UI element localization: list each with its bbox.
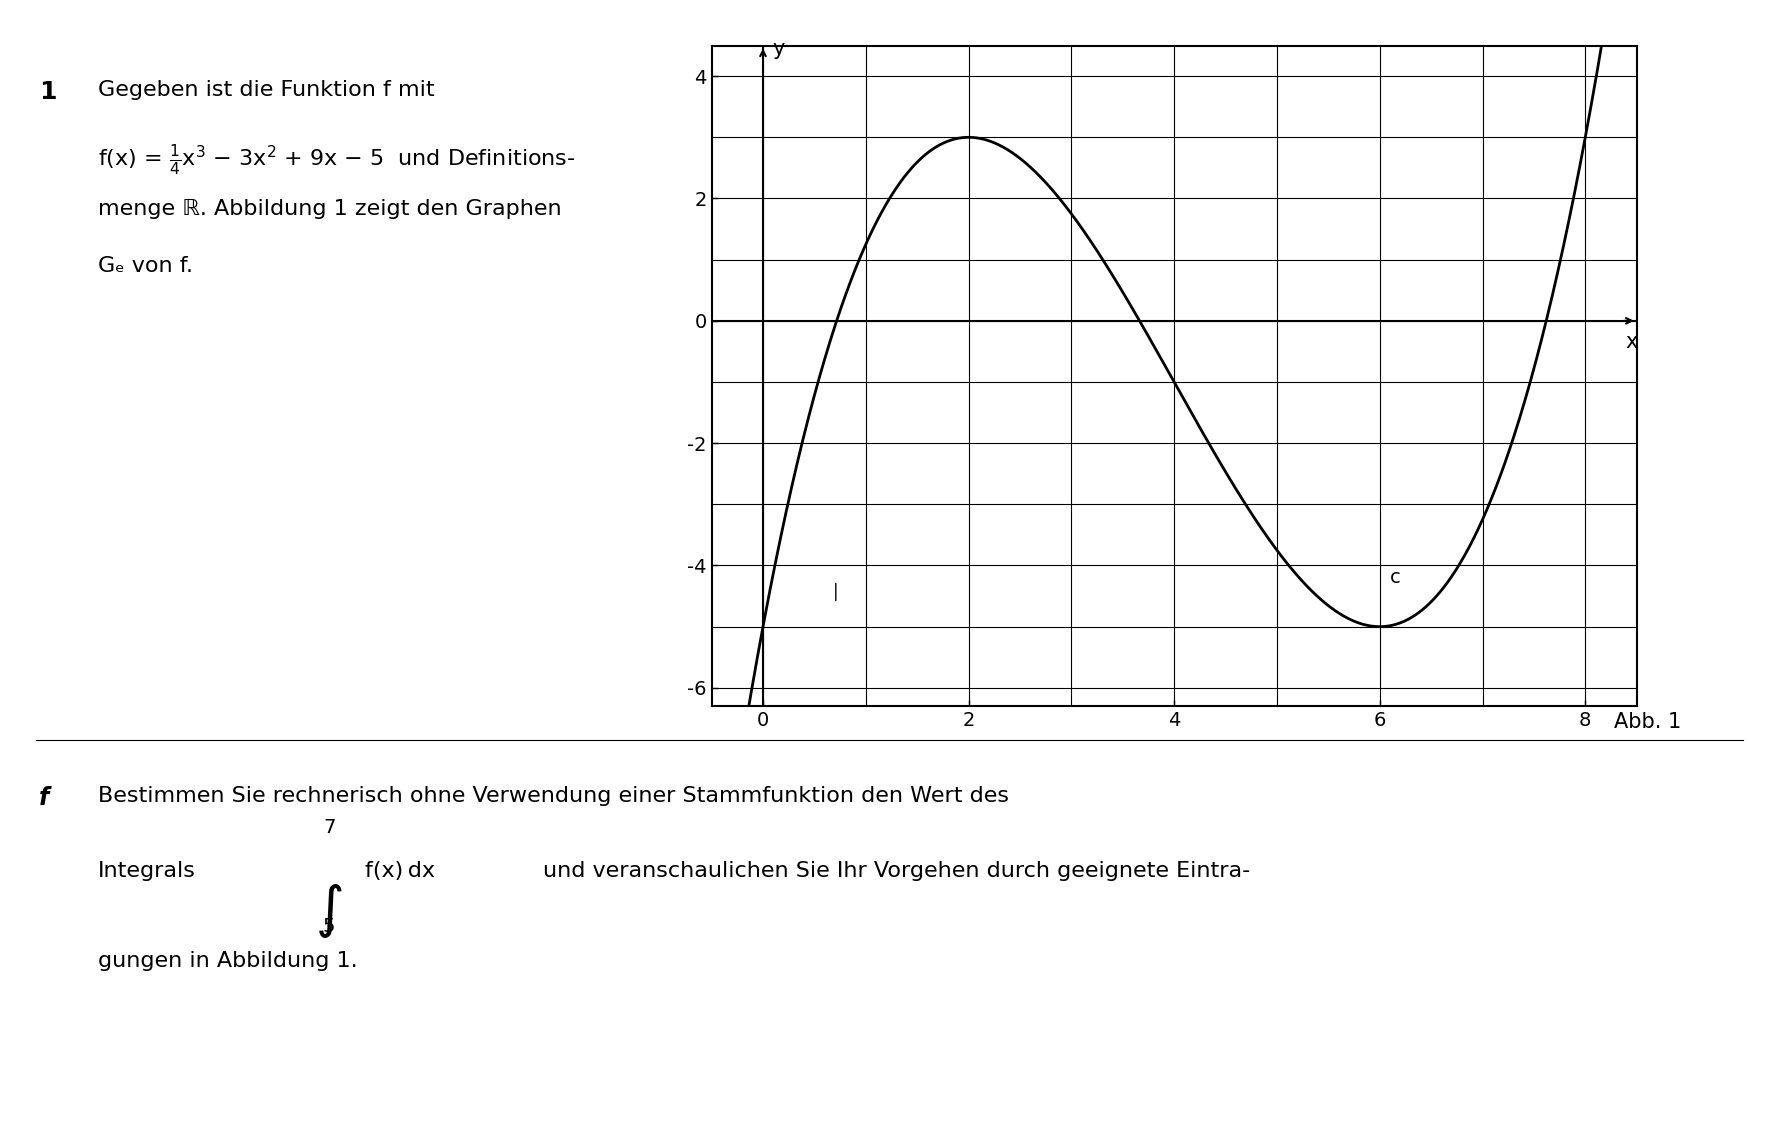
Text: 5: 5 bbox=[322, 917, 336, 936]
Text: 1: 1 bbox=[39, 80, 57, 104]
Text: und veranschaulichen Sie Ihr Vorgehen durch geeignete Eintra-: und veranschaulichen Sie Ihr Vorgehen du… bbox=[543, 861, 1251, 882]
Text: y: y bbox=[772, 39, 785, 58]
Text: c: c bbox=[1389, 568, 1400, 588]
Text: menge ℝ. Abbildung 1 zeigt den Graphen: menge ℝ. Abbildung 1 zeigt den Graphen bbox=[98, 199, 562, 220]
Text: Bestimmen Sie rechnerisch ohne Verwendung einer Stammfunktion den Wert des: Bestimmen Sie rechnerisch ohne Verwendun… bbox=[98, 786, 1009, 806]
Text: f: f bbox=[39, 786, 50, 810]
Text: gungen in Abbildung 1.: gungen in Abbildung 1. bbox=[98, 951, 358, 972]
Text: Gegeben ist die Funktion f mit: Gegeben ist die Funktion f mit bbox=[98, 80, 434, 100]
Text: f(x) = $\frac{1}{4}$x$^3$ $-$ 3x$^2$ + 9x $-$ 5  und Definitions-: f(x) = $\frac{1}{4}$x$^3$ $-$ 3x$^2$ + 9… bbox=[98, 142, 575, 178]
Text: Integrals: Integrals bbox=[98, 861, 196, 882]
Text: $\int$: $\int$ bbox=[315, 883, 343, 940]
Text: 7: 7 bbox=[324, 818, 334, 837]
Text: Abb. 1: Abb. 1 bbox=[1614, 712, 1681, 732]
Text: x: x bbox=[1626, 333, 1638, 352]
Text: f(x) dx: f(x) dx bbox=[365, 861, 434, 882]
Text: Gₑ von f.: Gₑ von f. bbox=[98, 256, 192, 277]
Text: |: | bbox=[833, 583, 840, 601]
